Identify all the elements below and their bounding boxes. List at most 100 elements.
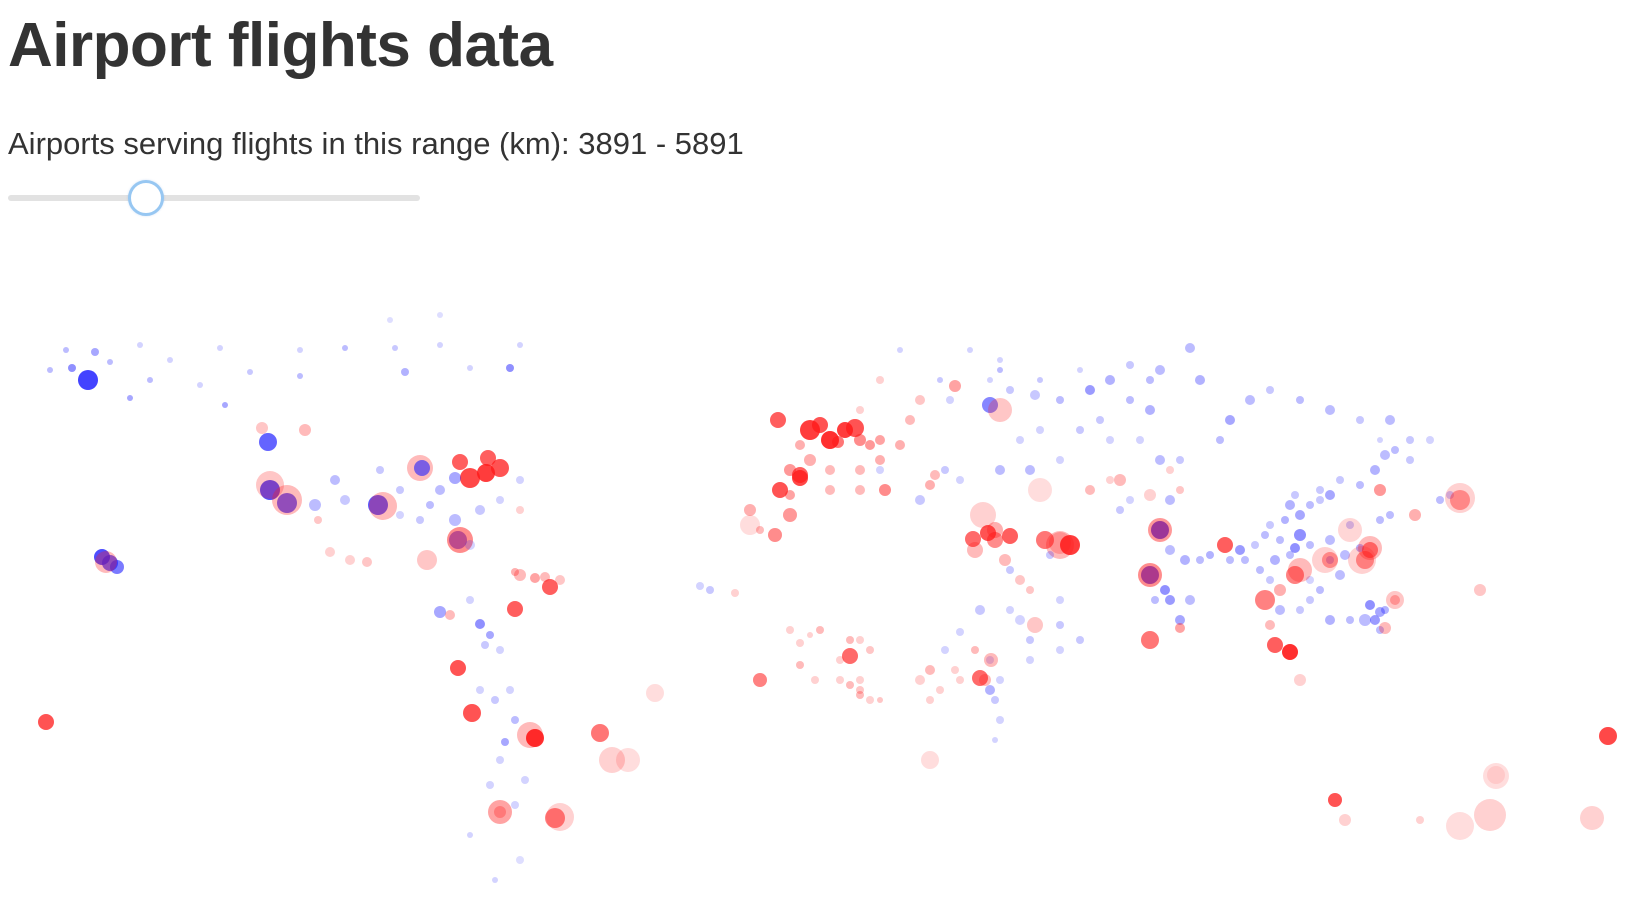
- airport-bubble: [965, 531, 981, 547]
- airport-bubble: [836, 676, 844, 684]
- airport-bubble: [646, 684, 664, 702]
- airport-bubble: [477, 464, 495, 482]
- airport-bubble: [1286, 566, 1304, 584]
- airport-bubble: [897, 347, 903, 353]
- airport-bubble: [107, 359, 113, 365]
- airport-bubble: [1474, 799, 1506, 831]
- airport-bubble: [1265, 620, 1275, 630]
- airport-bubble: [1339, 814, 1351, 826]
- airport-bubble: [1251, 541, 1259, 549]
- airport-bubble: [921, 751, 939, 769]
- airport-bubble: [1375, 607, 1385, 617]
- airport-bubble: [970, 502, 996, 528]
- airport-bubble: [1006, 606, 1014, 614]
- airport-bubble: [783, 508, 797, 522]
- slider-track[interactable]: [8, 195, 420, 201]
- airport-bubble: [449, 472, 461, 484]
- airport-bubble: [740, 515, 760, 535]
- airport-bubble: [376, 466, 384, 474]
- airport-bubble: [1379, 622, 1391, 634]
- airport-bubble: [1281, 516, 1289, 524]
- airport-bubble: [426, 501, 434, 509]
- airport-bubble: [997, 357, 1003, 363]
- airport-bubble: [816, 626, 824, 634]
- airport-bubble: [1291, 491, 1299, 499]
- range-label-text: Airports serving flights in this range (…: [8, 126, 570, 161]
- airport-bubble: [1185, 595, 1195, 605]
- airport-bubble: [78, 370, 98, 390]
- airport-bubble: [1056, 621, 1064, 629]
- airport-bubble: [521, 776, 529, 784]
- airport-bubble: [314, 516, 322, 524]
- airport-bubble: [530, 573, 540, 583]
- airport-bubble: [1006, 566, 1014, 574]
- airport-bubble: [1015, 615, 1025, 625]
- airport-bubble: [1060, 535, 1080, 555]
- airport-bubble: [616, 748, 640, 772]
- airport-bubble: [1006, 386, 1014, 394]
- airport-bubble: [811, 676, 819, 684]
- airport-bubble: [68, 364, 76, 372]
- distance-range-slider[interactable]: [8, 180, 420, 216]
- airport-bubble: [1483, 763, 1509, 789]
- airport-bubble: [1138, 563, 1162, 587]
- airport-bubble: [1326, 556, 1334, 564]
- airport-bubble: [875, 455, 885, 465]
- airport-bubble: [1274, 584, 1286, 596]
- airport-bubble: [971, 646, 979, 654]
- slider-thumb[interactable]: [128, 180, 165, 216]
- airport-bubble: [768, 528, 782, 542]
- airport-bubble: [1106, 436, 1114, 444]
- airport-bubble: [1446, 812, 1474, 840]
- airport-bubble: [1185, 343, 1195, 353]
- airport-bubble: [475, 619, 485, 629]
- airport-bubble: [1002, 528, 1018, 544]
- airport-bubble: [396, 486, 404, 494]
- airport-bubble: [753, 673, 767, 687]
- airport-bubble: [1046, 531, 1074, 559]
- airport-bubble: [494, 806, 506, 818]
- airport-bubble: [1386, 591, 1404, 609]
- airport-bubble: [511, 568, 519, 576]
- airport-bubble: [1145, 405, 1155, 415]
- airport-bubble: [991, 696, 999, 704]
- airport-bubble: [1267, 637, 1283, 653]
- airport-bubble: [247, 369, 253, 375]
- airport-bubble: [417, 550, 437, 570]
- airport-bubble: [796, 639, 804, 647]
- airport-bubble: [147, 377, 153, 383]
- airport-bubble: [915, 495, 925, 505]
- airport-bubble: [1275, 605, 1285, 615]
- airport-bubble: [1450, 490, 1470, 510]
- airport-bubble: [1416, 816, 1424, 824]
- airport-bubble: [772, 482, 788, 498]
- airport-bubble: [982, 397, 998, 413]
- airport-bubble: [1335, 570, 1345, 580]
- airport-bubble: [516, 856, 524, 864]
- airport-bubble: [879, 484, 891, 496]
- airport-bubble: [1316, 496, 1324, 504]
- airport-bubble: [832, 436, 844, 448]
- airport-bubble: [846, 419, 864, 437]
- airport-bubble: [1377, 437, 1383, 443]
- airport-bubble: [496, 646, 504, 654]
- airport-bubble: [1155, 455, 1165, 465]
- airport-bubble: [110, 560, 124, 574]
- airport-bubble: [1148, 518, 1172, 542]
- airport-bubble: [309, 499, 321, 511]
- airport-bubble: [975, 605, 985, 615]
- airport-bubble: [877, 697, 883, 703]
- airport-bubble: [1376, 516, 1384, 524]
- range-min-value: 3891: [578, 126, 648, 161]
- airport-bubble: [1027, 617, 1043, 633]
- airport-bubble: [980, 525, 996, 541]
- airport-bubble: [1362, 542, 1378, 558]
- airport-bubble: [1026, 656, 1034, 664]
- airport-bubble: [846, 681, 854, 689]
- airport-bubble: [804, 454, 816, 466]
- airport-bubble: [345, 555, 355, 565]
- airport-bubble: [915, 395, 925, 405]
- airport-bubble: [807, 632, 813, 638]
- airport-bubble: [825, 485, 835, 495]
- airport-bubble: [1328, 793, 1342, 807]
